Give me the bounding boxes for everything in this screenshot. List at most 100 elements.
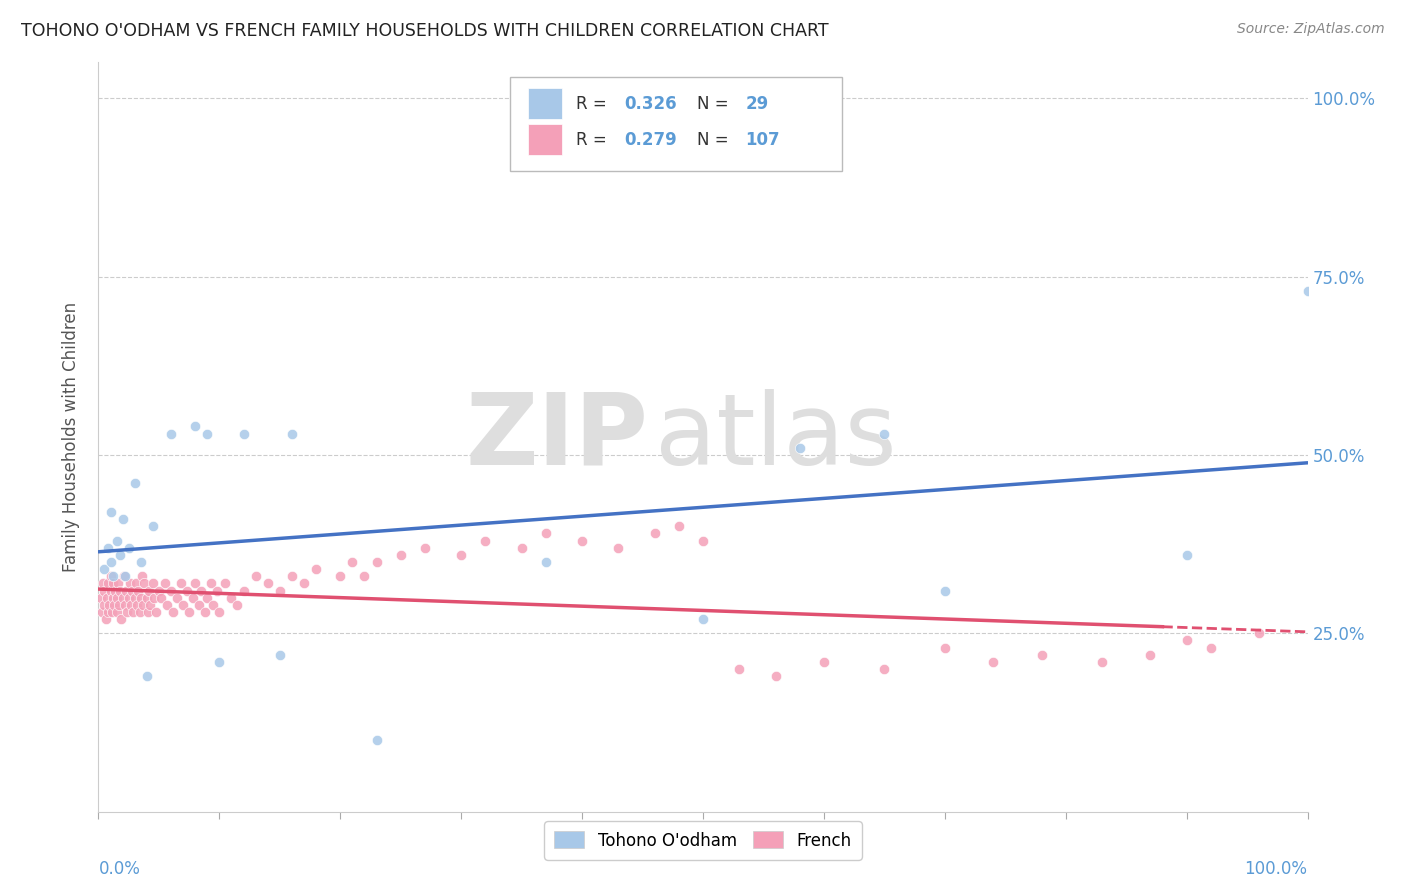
Point — [114, 598, 136, 612]
Point — [134, 576, 156, 591]
Point — [366, 555, 388, 569]
Point — [105, 533, 128, 548]
Text: 29: 29 — [745, 95, 769, 112]
Text: Source: ZipAtlas.com: Source: ZipAtlas.com — [1237, 22, 1385, 37]
Point — [1031, 648, 1053, 662]
Point — [127, 598, 149, 612]
Point — [115, 583, 138, 598]
Point — [143, 591, 166, 605]
Point — [1175, 633, 1198, 648]
Point — [105, 605, 128, 619]
Point — [139, 598, 162, 612]
Point — [97, 605, 120, 619]
Point — [200, 576, 222, 591]
Point — [1296, 284, 1319, 298]
Point — [122, 605, 145, 619]
FancyBboxPatch shape — [509, 78, 842, 171]
Point — [873, 426, 896, 441]
Point — [160, 426, 183, 441]
Point — [166, 591, 188, 605]
Point — [91, 576, 114, 591]
Point — [281, 426, 304, 441]
Point — [138, 583, 160, 598]
Point — [100, 569, 122, 583]
Point — [103, 598, 125, 612]
Point — [366, 733, 388, 747]
Point — [934, 583, 956, 598]
Point — [232, 583, 254, 598]
Point — [101, 591, 124, 605]
Point — [342, 555, 364, 569]
Point — [205, 583, 228, 598]
Point — [450, 548, 472, 562]
Point — [184, 419, 207, 434]
Point — [245, 569, 267, 583]
Point — [202, 598, 225, 612]
Point — [132, 598, 155, 612]
Point — [256, 576, 278, 591]
Point — [190, 583, 212, 598]
Point — [214, 576, 236, 591]
Point — [136, 605, 159, 619]
Point — [692, 533, 714, 548]
Point — [107, 576, 129, 591]
Point — [142, 576, 165, 591]
Point — [100, 505, 122, 519]
Point — [97, 576, 120, 591]
Y-axis label: Family Households with Children: Family Households with Children — [62, 302, 80, 572]
Point — [692, 612, 714, 626]
Point — [1175, 548, 1198, 562]
Point — [934, 640, 956, 655]
Point — [169, 576, 191, 591]
Point — [232, 426, 254, 441]
Point — [534, 526, 557, 541]
Point — [108, 598, 131, 612]
Point — [114, 569, 136, 583]
Point — [208, 655, 231, 669]
Point — [534, 555, 557, 569]
Point — [1199, 640, 1222, 655]
Text: 100.0%: 100.0% — [1244, 861, 1308, 879]
Point — [91, 605, 114, 619]
Point — [128, 605, 150, 619]
Point — [135, 591, 157, 605]
Point — [195, 591, 218, 605]
Point — [150, 591, 173, 605]
Point — [184, 576, 207, 591]
Point — [100, 555, 122, 569]
Point — [101, 576, 124, 591]
Point — [281, 569, 304, 583]
Point — [474, 533, 496, 548]
Point — [93, 598, 115, 612]
Point — [120, 598, 142, 612]
Point — [353, 569, 375, 583]
Point — [121, 583, 143, 598]
Point — [96, 591, 118, 605]
Legend: Tohono O'odham, French: Tohono O'odham, French — [544, 822, 862, 860]
Point — [124, 591, 146, 605]
Point — [981, 655, 1004, 669]
Point — [108, 583, 131, 598]
Text: R =: R = — [576, 95, 612, 112]
Point — [105, 591, 128, 605]
Text: N =: N = — [697, 130, 734, 149]
Text: atlas: atlas — [655, 389, 896, 485]
Point — [125, 576, 148, 591]
Point — [208, 605, 231, 619]
FancyBboxPatch shape — [527, 88, 561, 120]
Point — [94, 612, 117, 626]
Point — [389, 548, 412, 562]
Point — [269, 648, 291, 662]
Text: 0.326: 0.326 — [624, 95, 678, 112]
Point — [97, 541, 120, 555]
Point — [98, 598, 121, 612]
Point — [162, 605, 184, 619]
Point — [118, 576, 141, 591]
Point — [129, 591, 152, 605]
Point — [172, 598, 194, 612]
Point — [117, 605, 139, 619]
Point — [765, 669, 787, 683]
Point — [104, 583, 127, 598]
Point — [179, 605, 201, 619]
Point — [510, 541, 533, 555]
